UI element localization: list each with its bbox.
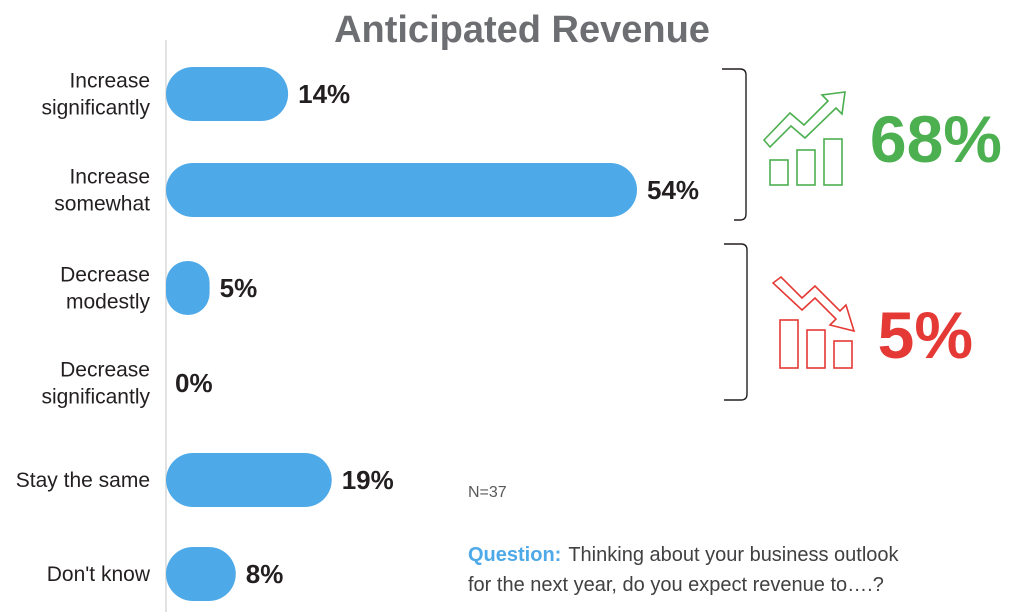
decrease-total-label: 5% bbox=[878, 298, 973, 372]
category-label: Increase significantly bbox=[41, 70, 150, 120]
increase-total-label: 68% bbox=[870, 102, 1002, 176]
value-label: 54% bbox=[647, 175, 699, 205]
category-label: Decrease significantly bbox=[41, 359, 150, 409]
bar bbox=[166, 163, 637, 217]
trend-up-bars-icon bbox=[762, 91, 846, 186]
category-label-line: Increase bbox=[69, 166, 150, 189]
value-label: 0% bbox=[175, 368, 213, 398]
category-label-line: significantly bbox=[41, 97, 150, 120]
bar bbox=[166, 261, 210, 315]
category-label-line: modestly bbox=[66, 291, 151, 314]
question-label: Question: bbox=[468, 544, 561, 566]
value-label: 5% bbox=[220, 273, 258, 303]
question-line-1: Question: Thinking about your business ou… bbox=[468, 544, 900, 566]
category-label: Don't know bbox=[47, 563, 151, 586]
category-label-line: significantly bbox=[41, 386, 150, 409]
category-label-line: Decrease bbox=[60, 359, 150, 382]
category-label-line: Increase bbox=[69, 70, 150, 93]
category-label-line: somewhat bbox=[54, 193, 150, 216]
decrease-bracket bbox=[724, 243, 748, 401]
category-label-line: Decrease bbox=[60, 264, 150, 287]
category-label-line: Don't know bbox=[47, 563, 151, 586]
bar bbox=[166, 453, 332, 507]
value-label: 14% bbox=[298, 79, 350, 109]
increase-bracket bbox=[722, 68, 747, 221]
bar-group: Increase significantly 14% Increase somewhat… bbox=[16, 67, 699, 601]
category-label: Increase somewhat bbox=[54, 166, 150, 216]
bar bbox=[166, 67, 289, 121]
trend-down-bars-icon bbox=[771, 275, 856, 369]
category-label: Stay the same bbox=[16, 469, 150, 492]
value-label: 19% bbox=[342, 465, 394, 495]
bar bbox=[166, 547, 236, 601]
chart-title: Anticipated Revenue bbox=[334, 9, 710, 51]
question-text-1: Thinking about your business outlook bbox=[568, 544, 899, 566]
value-label: 8% bbox=[246, 559, 284, 589]
sample-size: N=37 bbox=[468, 484, 507, 501]
category-label: Decrease modestly bbox=[60, 264, 150, 314]
category-label-line: Stay the same bbox=[16, 469, 150, 492]
question-line-2: for the next year, do you expect revenue… bbox=[468, 574, 884, 596]
